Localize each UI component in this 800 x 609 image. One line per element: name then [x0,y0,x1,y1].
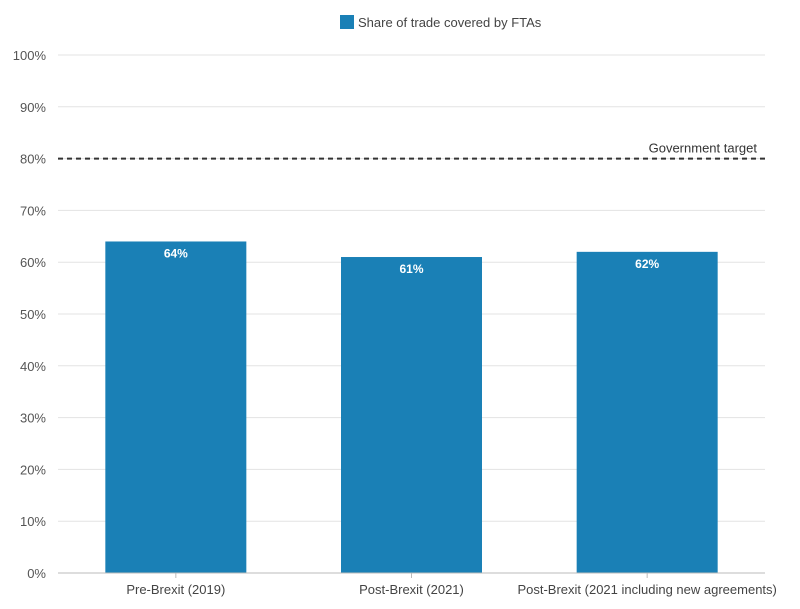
y-tick-label: 50% [20,307,46,322]
y-tick-label: 30% [20,411,46,426]
bar-data-label: 64% [164,246,188,260]
bar [341,257,482,573]
y-tick-label: 80% [20,152,46,167]
bars: 64% 61% 62% [105,241,718,574]
target-label: Government target [649,141,758,156]
x-tick-label: Post-Brexit (2021 including new agreemen… [517,582,776,597]
y-axis: 0% 10% 20% 30% 40% 50% 60% 70% 80% 90% 100% [13,48,47,581]
bar [105,241,247,574]
y-tick-label: 60% [20,255,46,270]
legend-swatch [340,15,354,29]
legend: Share of trade covered by FTAs [340,15,542,30]
x-tick-label: Pre-Brexit (2019) [126,582,225,597]
y-tick-label: 70% [20,203,46,218]
legend-label: Share of trade covered by FTAs [358,15,542,30]
bar-data-label: 62% [635,257,659,271]
bar-data-label: 61% [399,262,423,276]
x-tick-label: Post-Brexit (2021) [359,582,464,597]
x-axis: Pre-Brexit (2019) Post-Brexit (2021) Post-… [58,572,777,597]
y-tick-label: 10% [20,514,46,529]
y-tick-label: 40% [20,359,46,374]
bar [576,251,718,573]
government-target-line: Government target [58,141,765,160]
y-tick-label: 100% [13,48,47,63]
y-tick-label: 90% [20,100,46,115]
y-tick-label: 20% [20,462,46,477]
y-tick-label: 0% [27,566,46,581]
